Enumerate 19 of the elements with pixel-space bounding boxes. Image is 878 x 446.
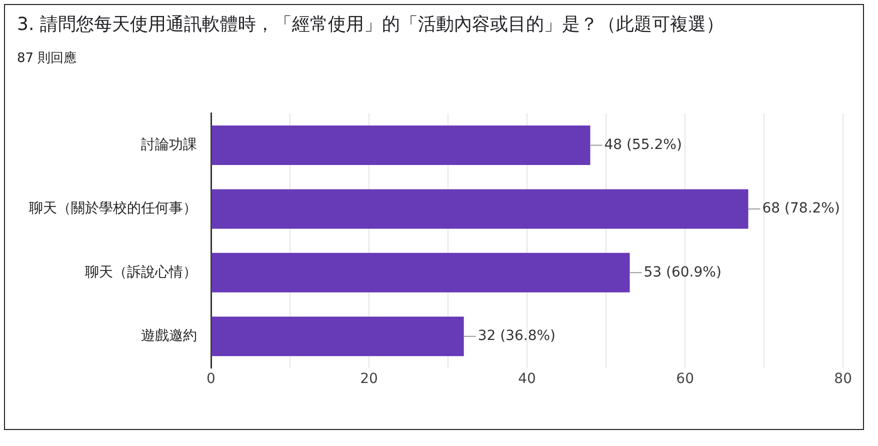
data-label: 68 (78.2%) xyxy=(762,200,840,217)
data-label: 48 (55.2%) xyxy=(604,136,682,153)
bar xyxy=(212,126,590,165)
x-tick-label: 40 xyxy=(518,371,536,388)
bar xyxy=(212,316,464,356)
y-tick-label: 聊天（關於學校的任何事） xyxy=(29,200,197,217)
data-label: 53 (60.9%) xyxy=(644,264,722,280)
bar xyxy=(212,252,630,292)
x-tick-label: 20 xyxy=(360,371,378,388)
y-tick-label: 討論功課 xyxy=(141,136,197,153)
x-tick-label: 0 xyxy=(206,371,216,388)
bar xyxy=(212,189,748,229)
y-tick-label: 遊戲邀約 xyxy=(141,328,197,344)
y-tick-label: 聊天（訴說心情） xyxy=(85,264,197,280)
text: 87 則回應 xyxy=(16,50,78,67)
data-label: 32 (36.8%) xyxy=(478,328,556,344)
x-tick-label: 80 xyxy=(834,371,852,388)
chart-title: 3. 請問您每天使用通訊軟體時，「經常使用」的「活動內容或目的」是？（此題可複選） xyxy=(16,13,725,37)
x-tick-label: 60 xyxy=(676,371,694,388)
